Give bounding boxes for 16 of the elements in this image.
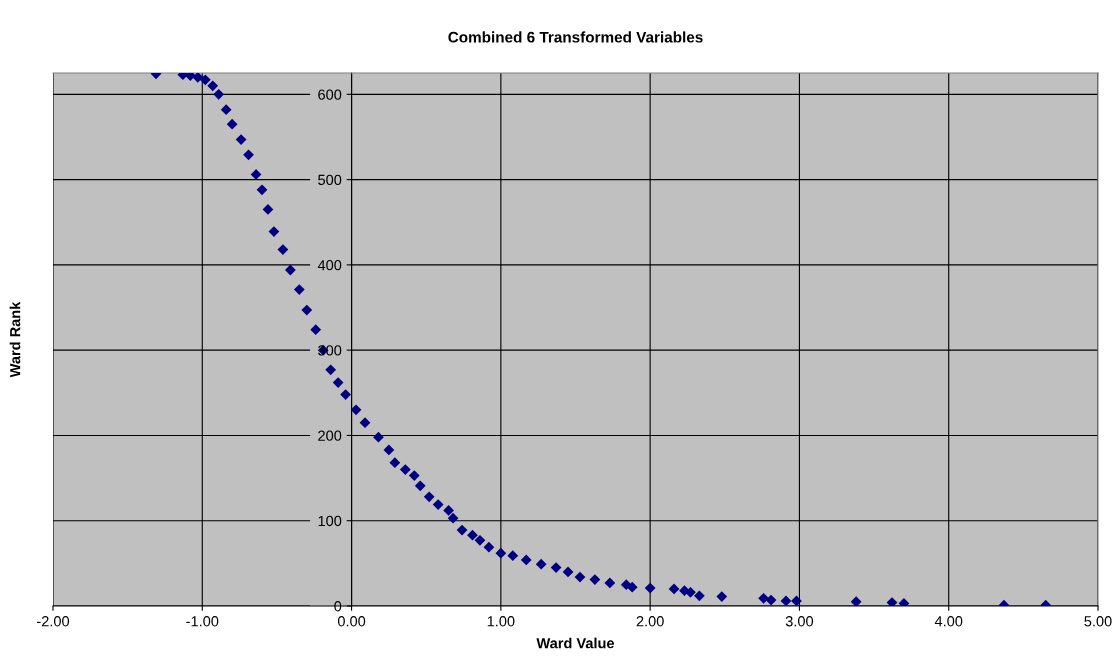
y-tick-label: 600 [318, 89, 342, 100]
x-tick-label: 0.00 [337, 616, 366, 627]
x-tick-label: 4.00 [934, 616, 963, 627]
x-tick-label: 2.00 [636, 616, 664, 627]
x-tick-label: 3.00 [785, 616, 814, 627]
chart-title: Combined 6 Transformed Variables [448, 31, 703, 43]
x-tick-label: 1.00 [487, 616, 515, 627]
x-tick-label: -2.00 [37, 616, 70, 627]
y-tick-label: 200 [318, 430, 342, 441]
y-tick-label: 500 [318, 174, 342, 186]
y-tick-label: 100 [318, 515, 342, 527]
x-axis-title: Ward Value [536, 637, 615, 649]
y-tick-label: 400 [317, 259, 342, 271]
y-axis-title: Ward Rank [9, 301, 21, 378]
x-tick-label: -1.00 [186, 616, 219, 627]
x-tick-label: 5.00 [1084, 616, 1112, 627]
